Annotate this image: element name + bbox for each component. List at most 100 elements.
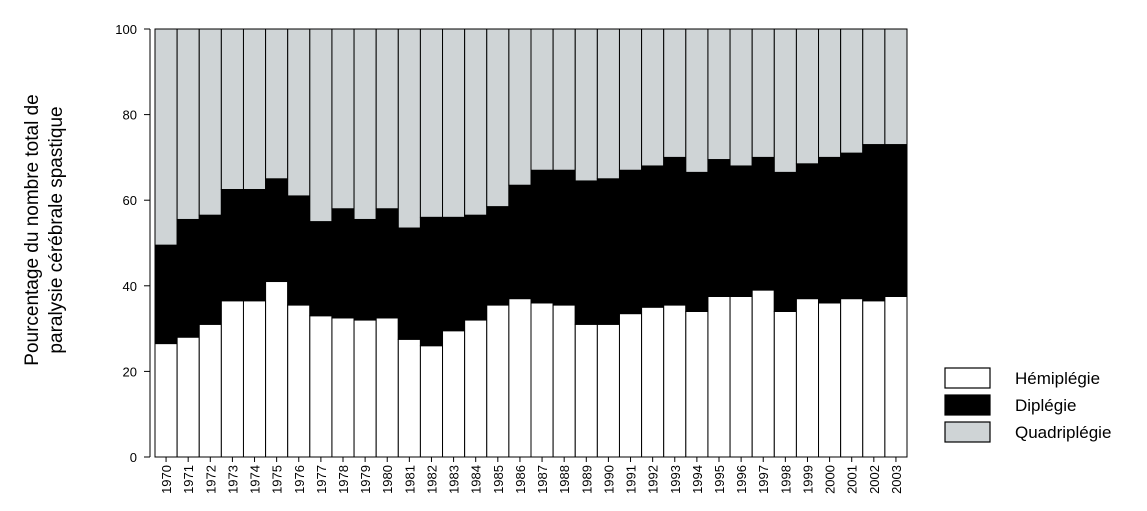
- bar-segment: [287, 304, 311, 458]
- x-tick-label: 1997: [756, 465, 771, 494]
- x-tick-label: 1974: [248, 465, 263, 494]
- x-tick-label: 1987: [535, 465, 550, 494]
- bar-segment: [552, 28, 576, 171]
- bar-segment: [773, 310, 797, 458]
- bar-segment: [265, 28, 289, 180]
- y-axis-label: paralysie cérébrale spastique: [46, 106, 67, 353]
- bar-segment: [884, 144, 908, 297]
- bar-segment: [862, 144, 886, 302]
- bar-segment: [375, 28, 399, 210]
- bar-segment: [818, 156, 842, 304]
- bar-segment: [486, 28, 510, 208]
- bar-segment: [751, 289, 775, 458]
- y-tick-label: 60: [123, 193, 137, 208]
- bar-segment: [176, 218, 200, 338]
- x-tick-label: 1996: [734, 465, 749, 494]
- x-tick-label: 1995: [712, 465, 727, 494]
- bar-segment: [419, 216, 444, 347]
- bar-segment: [242, 28, 267, 190]
- x-tick-label: 1988: [557, 465, 572, 494]
- bar-segment: [862, 28, 886, 146]
- bar-segment: [729, 296, 753, 458]
- bar-segment: [795, 28, 820, 165]
- bar-segment: [331, 208, 355, 319]
- bar-segment: [242, 189, 267, 302]
- bar-segment: [773, 171, 797, 312]
- bar-segment: [884, 296, 908, 458]
- bar-segment: [574, 28, 598, 182]
- bar-segment: [464, 319, 488, 458]
- x-tick-label: 1993: [668, 465, 683, 494]
- bar-segment: [574, 323, 598, 458]
- bar-segment: [287, 195, 311, 306]
- bar-segment: [309, 28, 333, 223]
- bar-segment: [530, 302, 554, 458]
- x-tick-label: 1984: [469, 465, 484, 494]
- bar-segment: [729, 165, 753, 297]
- bar-segment: [464, 214, 488, 321]
- bar-segment: [773, 28, 797, 173]
- bar-segment: [220, 28, 244, 190]
- bar-segment: [442, 216, 466, 332]
- bar-segment: [729, 28, 753, 167]
- bar-segment: [685, 310, 709, 458]
- y-tick-label: 80: [123, 108, 137, 123]
- x-tick-label: 2003: [889, 465, 904, 494]
- x-tick-label: 1998: [778, 465, 793, 494]
- bar-segment: [862, 300, 886, 458]
- bar-segment: [309, 221, 333, 317]
- bar-segment: [552, 169, 576, 306]
- x-tick-label: 1989: [579, 465, 594, 494]
- legend-label: Quadriplégie: [1015, 423, 1111, 442]
- bar-segment: [618, 313, 643, 458]
- bar-segment: [287, 28, 311, 197]
- bar-segment: [198, 28, 222, 216]
- bar-segment: [220, 300, 244, 458]
- y-axis-label: Pourcentage du nombre total de: [22, 94, 43, 365]
- bar-segment: [552, 304, 576, 458]
- bar-segment: [242, 300, 267, 458]
- bar-segment: [331, 28, 355, 210]
- bar-segment: [265, 281, 289, 458]
- x-tick-label: 1990: [601, 465, 616, 494]
- bar-segment: [530, 28, 554, 171]
- bar-segment: [685, 171, 709, 312]
- bar-segment: [840, 152, 864, 300]
- x-tick-label: 1977: [314, 465, 329, 494]
- bar-segment: [707, 296, 731, 458]
- bar-segment: [331, 317, 355, 458]
- y-tick-label: 40: [123, 279, 137, 294]
- bar-segment: [419, 345, 444, 458]
- x-tick-label: 1970: [159, 465, 174, 494]
- bar-segment: [596, 28, 620, 180]
- bar-segment: [751, 28, 775, 158]
- x-tick-label: 1981: [402, 465, 417, 494]
- x-tick-label: 1980: [380, 465, 395, 494]
- x-tick-label: 1985: [491, 465, 506, 494]
- bar-segment: [508, 28, 532, 186]
- bar-segment: [884, 28, 908, 146]
- bar-segment: [508, 184, 532, 300]
- x-tick-label: 2001: [845, 465, 860, 494]
- bar-segment: [154, 343, 178, 458]
- bar-segment: [154, 28, 178, 246]
- bar-segment: [818, 302, 842, 458]
- y-tick-label: 0: [130, 450, 137, 465]
- x-tick-label: 1976: [292, 465, 307, 494]
- bar-segment: [353, 28, 377, 220]
- x-tick-label: 1979: [358, 465, 373, 494]
- bar-segment: [442, 28, 466, 218]
- x-tick-label: 1992: [646, 465, 661, 494]
- x-tick-label: 1991: [624, 465, 639, 494]
- x-tick-label: 1975: [270, 465, 285, 494]
- x-tick-label: 1982: [424, 465, 439, 494]
- bar-segment: [220, 189, 244, 302]
- bar-segment: [596, 178, 620, 325]
- bar-segment: [641, 28, 665, 167]
- bar-segment: [618, 169, 643, 315]
- bar-segment: [707, 28, 731, 161]
- bar-segment: [375, 317, 399, 458]
- bar-segment: [641, 165, 665, 308]
- bar-segment: [795, 163, 820, 300]
- legend-label: Diplégie: [1015, 396, 1076, 415]
